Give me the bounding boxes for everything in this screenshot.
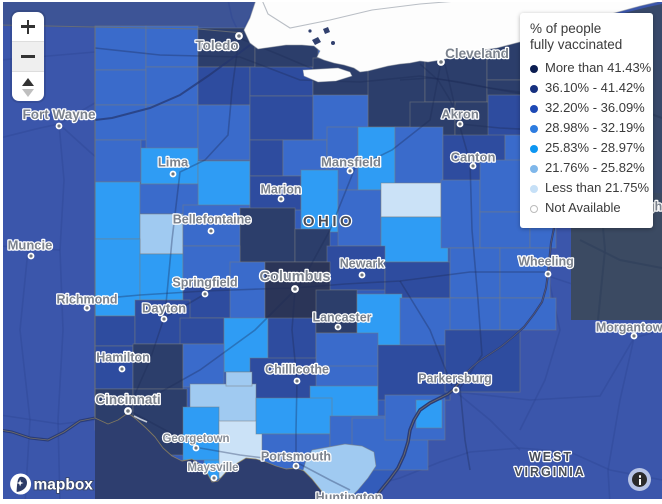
svg-text:Muncie: Muncie <box>8 238 53 253</box>
svg-text:Lima: Lima <box>158 155 189 170</box>
svg-text:OHIO: OHIO <box>303 213 355 230</box>
svg-text:Toledo: Toledo <box>195 38 238 53</box>
svg-text:Mansfield: Mansfield <box>321 155 381 170</box>
svg-text:Cincinnati: Cincinnati <box>95 392 160 407</box>
svg-text:Morgantown: Morgantown <box>596 321 662 335</box>
svg-text:Canton: Canton <box>451 150 496 165</box>
svg-text:Cleveland: Cleveland <box>445 46 509 61</box>
svg-text:Parkersburg: Parkersburg <box>418 372 492 386</box>
svg-text:mapbox: mapbox <box>34 477 94 494</box>
svg-text:Akron: Akron <box>441 107 479 122</box>
svg-text:Wheeling: Wheeling <box>518 255 574 269</box>
svg-text:Springfield: Springfield <box>172 276 237 290</box>
svg-text:Fort Wayne: Fort Wayne <box>22 107 95 122</box>
svg-text:Lancaster: Lancaster <box>312 311 371 325</box>
svg-text:WEST: WEST <box>529 450 573 464</box>
svg-text:Bellefontaine: Bellefontaine <box>173 213 252 227</box>
svg-text:Newark: Newark <box>340 257 385 271</box>
svg-text:Maysville: Maysville <box>187 462 238 474</box>
svg-text:VIRGINIA: VIRGINIA <box>514 465 586 479</box>
svg-text:Columbus: Columbus <box>260 269 331 285</box>
svg-text:Chillicothe: Chillicothe <box>265 363 329 377</box>
svg-text:Richmond: Richmond <box>56 293 117 307</box>
svg-text:Portsmouth: Portsmouth <box>261 450 331 464</box>
svg-text:Hamilton: Hamilton <box>96 351 149 365</box>
svg-text:Georgetown: Georgetown <box>162 433 229 445</box>
svg-text:Marion: Marion <box>261 183 302 197</box>
svg-text:Dayton: Dayton <box>142 301 186 316</box>
